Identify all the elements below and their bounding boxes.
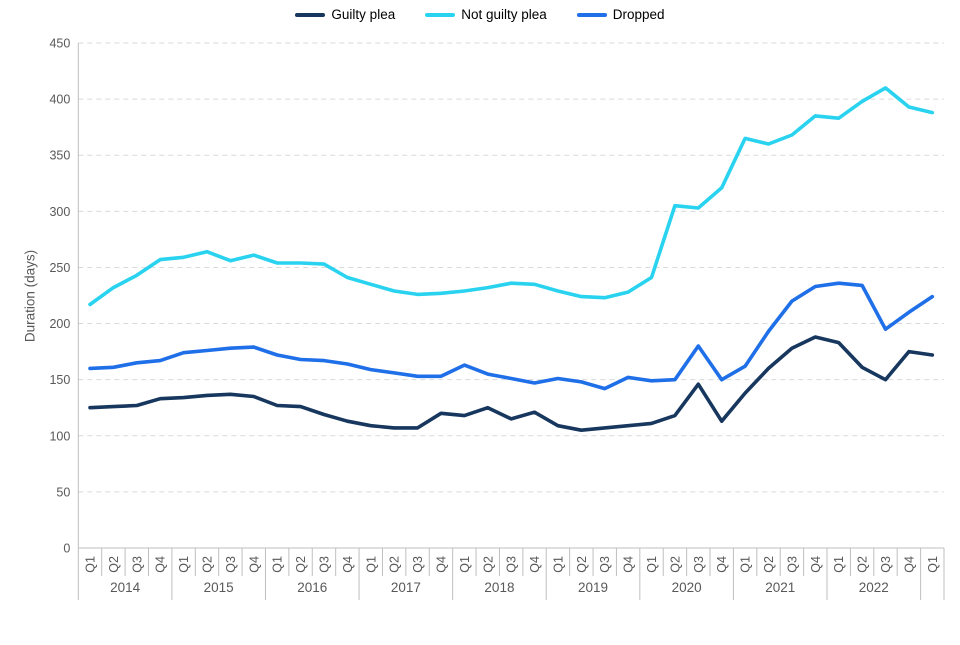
x-tick-label-quarter: Q3: [879, 556, 893, 573]
legend: Guilty plea Not guilty plea Dropped: [0, 7, 960, 22]
y-tick-label: 200: [49, 317, 70, 331]
legend-item: Not guilty plea: [425, 7, 547, 22]
y-tick-label: 250: [49, 261, 70, 275]
x-tick-label-quarter: Q1: [458, 556, 472, 573]
legend-label: Guilty plea: [331, 7, 396, 22]
x-tick-label-quarter: Q3: [692, 556, 706, 573]
y-tick-label: 0: [63, 542, 70, 556]
x-tick-label-year: 2016: [297, 580, 327, 595]
x-tick-label-quarter: Q1: [271, 556, 285, 573]
y-tick-label: 450: [49, 37, 70, 51]
series-line-not-guilty-plea: [88, 86, 935, 307]
x-tick-label-quarter: Q1: [177, 556, 191, 573]
legend-label: Not guilty plea: [461, 7, 547, 22]
x-tick-label-quarter: Q3: [317, 556, 331, 573]
x-tick-label-quarter: Q3: [598, 556, 612, 573]
x-tick-label-quarter: Q3: [785, 556, 799, 573]
series-line-dropped: [88, 281, 935, 391]
x-tick-label-year: 2017: [391, 580, 421, 595]
x-tick-label-quarter: Q1: [83, 556, 97, 573]
y-tick-label: 400: [49, 93, 70, 107]
x-tick-label-quarter: Q2: [762, 556, 776, 573]
x-tick-label-year: 2019: [578, 580, 608, 595]
x-tick-label-quarter: Q3: [505, 556, 519, 573]
x-tick-label-quarter: Q2: [388, 556, 402, 573]
x-tick-label-quarter: Q4: [247, 556, 261, 573]
y-tick-label: 50: [56, 485, 70, 499]
x-tick-label-quarter: Q4: [809, 556, 823, 573]
x-tick-label-quarter: Q2: [856, 556, 870, 573]
legend-line-swatch: [295, 12, 326, 17]
x-tick-label-quarter: Q4: [154, 556, 168, 573]
x-tick-label-year: 2022: [859, 580, 889, 595]
x-tick-label-year: 2018: [484, 580, 514, 595]
y-tick-label: 350: [49, 149, 70, 163]
y-tick-label: 150: [49, 373, 70, 387]
legend-line-swatch: [425, 12, 456, 17]
x-tick-label-year: 2015: [204, 580, 234, 595]
legend-label: Dropped: [612, 7, 665, 22]
x-tick-label-year: 2014: [110, 580, 141, 595]
x-tick-label-quarter: Q1: [551, 556, 565, 573]
x-tick-label-quarter: Q4: [715, 556, 729, 573]
legend-item: Dropped: [576, 7, 665, 22]
series-line-guilty-plea: [88, 335, 935, 433]
x-tick-label-year: 2020: [672, 580, 702, 595]
x-tick-label-quarter: Q1: [645, 556, 659, 573]
y-tick-label: 100: [49, 429, 70, 443]
x-tick-label-quarter: Q2: [107, 556, 121, 573]
x-tick-label-quarter: Q4: [434, 556, 448, 573]
x-tick-label-quarter: Q2: [668, 556, 682, 573]
x-tick-label-quarter: Q2: [481, 556, 495, 573]
x-tick-label-quarter: Q1: [926, 556, 940, 573]
x-tick-label-quarter: Q4: [902, 556, 916, 573]
x-tick-label-quarter: Q2: [200, 556, 214, 573]
x-tick-label-quarter: Q4: [528, 556, 542, 573]
x-tick-label-quarter: Q2: [294, 556, 308, 573]
x-tick-label-quarter: Q1: [832, 556, 846, 573]
x-tick-label-quarter: Q4: [341, 556, 355, 573]
legend-item: Guilty plea: [295, 7, 395, 22]
x-tick-label-quarter: Q2: [575, 556, 589, 573]
y-axis-title: Duration (days): [22, 249, 38, 343]
x-tick-label-quarter: Q3: [130, 556, 144, 573]
x-tick-label-quarter: Q1: [364, 556, 378, 573]
x-tick-label-quarter: Q1: [739, 556, 753, 573]
x-tick-label-quarter: Q4: [622, 556, 636, 573]
x-tick-label-quarter: Q3: [411, 556, 425, 573]
legend-line-swatch: [576, 12, 607, 17]
y-tick-label: 300: [49, 205, 70, 219]
x-tick-label-quarter: Q3: [224, 556, 238, 573]
x-tick-label-year: 2021: [765, 580, 795, 595]
